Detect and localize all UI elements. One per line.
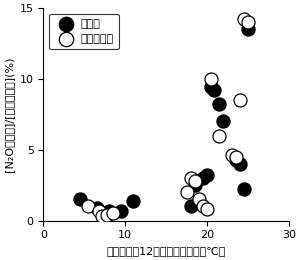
堆肆区 [188, 204, 193, 209]
化学肥料区 [184, 190, 189, 194]
Legend: 堆肆区, 化学肥料区: 堆肆区, 化学肥料区 [49, 14, 119, 49]
化学肥料区 [196, 197, 201, 202]
化学肥料区 [100, 214, 105, 218]
堆肆区 [131, 199, 136, 203]
堆肆区 [233, 158, 238, 162]
化学肥料区 [217, 134, 222, 138]
X-axis label: 窒素投入徉12日間の平均気温（℃）: 窒素投入徉12日間の平均気温（℃） [106, 246, 226, 256]
化学肥料区 [192, 179, 197, 183]
化学肥料区 [229, 153, 234, 158]
堆肆区 [205, 173, 209, 177]
堆肆区 [192, 183, 197, 187]
化学肥料区 [86, 204, 91, 209]
化学肥料区 [97, 209, 101, 213]
化学肥料区 [200, 204, 205, 209]
化学肥料区 [111, 211, 116, 216]
堆肆区 [102, 211, 107, 216]
堆肆区 [78, 197, 83, 202]
化学肥料区 [105, 213, 110, 217]
堆肆区 [200, 176, 205, 180]
堆肆区 [237, 162, 242, 166]
化学肥料区 [209, 77, 214, 81]
化学肥料区 [233, 155, 238, 159]
堆肆区 [209, 85, 214, 89]
堆肆区 [217, 102, 222, 107]
堆肆区 [245, 27, 250, 31]
化学肥料区 [237, 98, 242, 102]
Y-axis label: [N₂O発生量]/[窒素投入量](%): [N₂O発生量]/[窒素投入量](%) [4, 57, 14, 172]
化学肥料区 [242, 17, 246, 22]
堆肆区 [119, 209, 124, 213]
化学肥料区 [188, 176, 193, 180]
堆肆区 [211, 88, 216, 92]
化学肥料区 [205, 207, 209, 211]
堆肆区 [106, 209, 111, 213]
堆肆区 [221, 119, 226, 124]
堆肆区 [242, 187, 246, 191]
化学肥料区 [245, 20, 250, 24]
堆肆区 [94, 206, 99, 210]
